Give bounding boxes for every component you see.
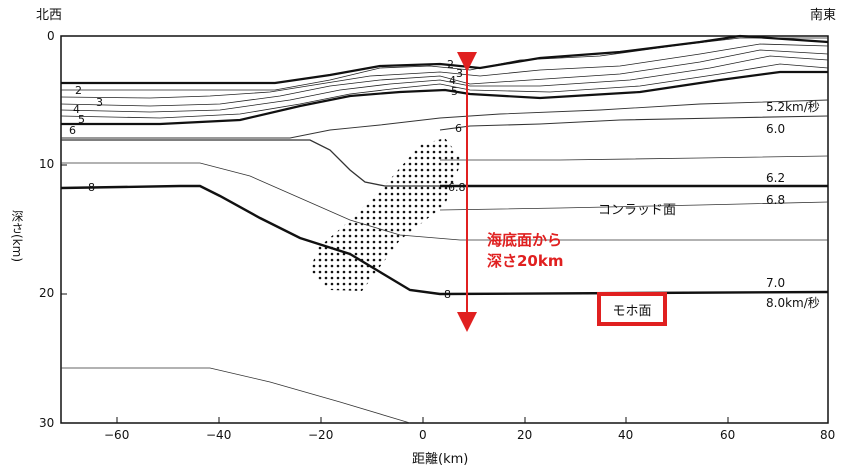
xtick-60: 60	[720, 428, 736, 442]
bold-boundaries	[61, 34, 829, 126]
layer-label-center-5: 5	[451, 85, 458, 98]
plot-frame	[60, 35, 829, 424]
xtick-80: 80	[820, 428, 836, 442]
xtick-m40: −40	[206, 428, 232, 442]
y-axis-label: 深さ(km)	[10, 210, 24, 263]
conrad-label: コンラッド面	[598, 203, 677, 218]
corner-right-label: 南東	[810, 8, 837, 23]
layer-label-center-3: 3	[456, 67, 463, 80]
layer-label-left-6: 6	[69, 124, 76, 137]
xtick-0: 0	[419, 428, 427, 442]
velocity-label-60: 6.0	[766, 122, 786, 136]
xtick-40: 40	[618, 428, 634, 442]
xtick-m60: −60	[104, 428, 130, 442]
layer-label-left-5: 5	[78, 113, 85, 126]
dotted-zone	[310, 138, 462, 291]
ytick-20: 20	[39, 286, 55, 300]
velocity-label-62: 6.2	[766, 171, 786, 185]
moho-label-box: モホ面	[597, 292, 667, 326]
contour-label-68: 6.8	[448, 181, 466, 194]
layer-label-center-2: 2	[447, 58, 454, 71]
contour-label-6: 6	[455, 122, 462, 135]
velocity-label-80: 8.0km/秒	[766, 296, 820, 310]
annotation-text: 海底面から 深さ20km	[487, 230, 563, 272]
velocity-label-68: 6.8	[766, 193, 786, 207]
axis-ticks	[61, 164, 729, 423]
x-axis-label: 距離(km)	[412, 452, 469, 467]
annotation-line1: 海底面から	[487, 231, 563, 249]
moho-label: モホ面	[612, 303, 652, 319]
conrad-line	[60, 184, 829, 296]
layer-label-left-3: 3	[96, 96, 103, 109]
velocity-label-70: 7.0	[766, 276, 786, 290]
contour-label-8-center: 8	[444, 288, 451, 301]
xtick-m20: −20	[308, 428, 334, 442]
xtick-20: 20	[517, 428, 533, 442]
ytick-30: 30	[39, 416, 55, 430]
sediment-layers	[60, 37, 829, 119]
layer-label-center-4: 4	[449, 74, 456, 87]
contour-label-8-left: 8	[88, 181, 95, 194]
annotation-line2: 深さ20km	[487, 252, 564, 270]
layer-label-left-2: 2	[75, 84, 82, 97]
ytick-0: 0	[47, 29, 55, 43]
corner-left-label: 北西	[36, 8, 63, 23]
layer-label-left-4: 4	[73, 103, 80, 116]
ytick-10: 10	[39, 157, 55, 171]
velocity-label-52: 5.2km/秒	[766, 100, 820, 114]
